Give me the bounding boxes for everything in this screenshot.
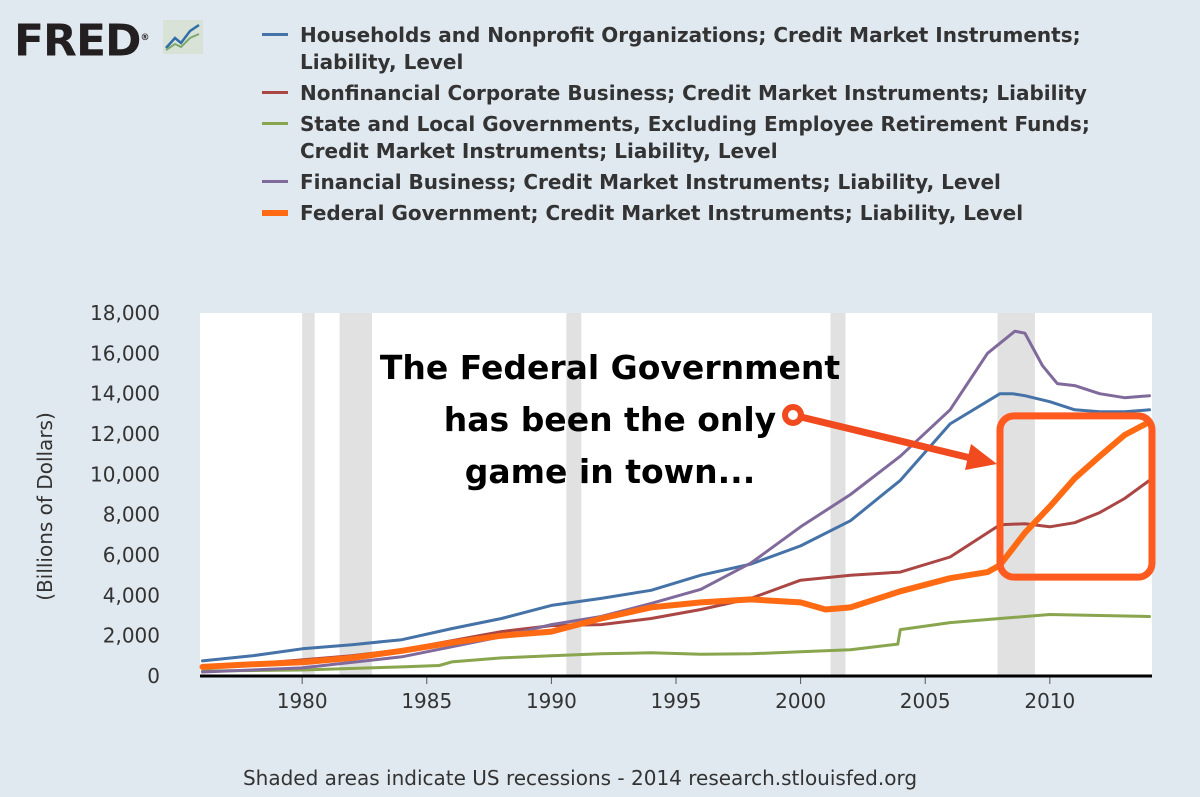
- line-graph-icon: [163, 20, 203, 58]
- y-tick-label: 10,000: [90, 462, 160, 486]
- annotation-line: has been the only: [443, 400, 777, 439]
- legend-label: Federal Government; Credit Market Instru…: [300, 201, 1024, 225]
- y-tick-label: 4,000: [103, 583, 160, 607]
- legend-label: Nonfinancial Corporate Business; Credit …: [300, 81, 1087, 105]
- arrow-shaft: [797, 413, 983, 464]
- x-tick-label: 1990: [526, 689, 577, 713]
- recession-band: [339, 313, 372, 676]
- legend-swatch: [262, 210, 288, 216]
- legend-label: Financial Business; Credit Market Instru…: [300, 170, 1001, 194]
- legend: Households and Nonprofit Organizations; …: [262, 22, 1162, 231]
- x-tick-label: 2005: [900, 689, 951, 713]
- legend-item[interactable]: State and Local Governments, Excluding E…: [262, 111, 1162, 165]
- x-tick-label: 1980: [277, 689, 328, 713]
- annotation-text: The Federal Government has been the only…: [360, 342, 860, 498]
- footer-note: Shaded areas indicate US recessions - 20…: [242, 766, 918, 790]
- y-tick-label: 6,000: [103, 543, 160, 567]
- y-tick-label: 14,000: [90, 382, 160, 406]
- legend-swatch: [262, 91, 288, 94]
- y-tick-label: 8,000: [103, 503, 160, 527]
- y-tick-label: 0: [147, 664, 160, 688]
- y-tick-label: 2,000: [103, 624, 160, 648]
- legend-swatch: [262, 33, 288, 36]
- series-line: [199, 418, 1153, 670]
- registered-mark: ®: [140, 33, 150, 43]
- recession-band: [566, 313, 582, 676]
- y-tick-label: 18,000: [90, 301, 160, 325]
- legend-swatch: [262, 122, 288, 125]
- x-tick-label: 2010: [1024, 689, 1075, 713]
- series-line: [201, 392, 1151, 663]
- fred-logo[interactable]: FRED®: [14, 14, 150, 67]
- series-line: [201, 613, 1151, 673]
- legend-item[interactable]: Federal Government; Credit Market Instru…: [262, 200, 1162, 227]
- y-axis-label: (Billions of Dollars): [33, 412, 57, 601]
- logo-text: FRED: [14, 15, 142, 67]
- y-tick-label: 12,000: [90, 422, 160, 446]
- recession-band: [302, 313, 315, 676]
- legend-item[interactable]: Financial Business; Credit Market Instru…: [262, 169, 1162, 196]
- legend-label: State and Local Governments, Excluding E…: [300, 112, 1090, 163]
- legend-label: Households and Nonprofit Organizations; …: [300, 23, 1081, 74]
- legend-item[interactable]: Households and Nonprofit Organizations; …: [262, 22, 1162, 76]
- arrow-head: [965, 444, 997, 470]
- x-tick-label: 1995: [651, 689, 702, 713]
- y-tick-label: 16,000: [90, 341, 160, 365]
- x-tick-label: 2000: [775, 689, 826, 713]
- highlight-box: [996, 412, 1156, 581]
- annotation-line: game in town...: [464, 452, 756, 491]
- legend-swatch: [262, 180, 288, 183]
- annotation-line: The Federal Government: [379, 348, 841, 387]
- legend-item[interactable]: Nonfinancial Corporate Business; Credit …: [262, 80, 1162, 107]
- x-tick-label: 1985: [401, 689, 452, 713]
- recession-band: [830, 313, 846, 676]
